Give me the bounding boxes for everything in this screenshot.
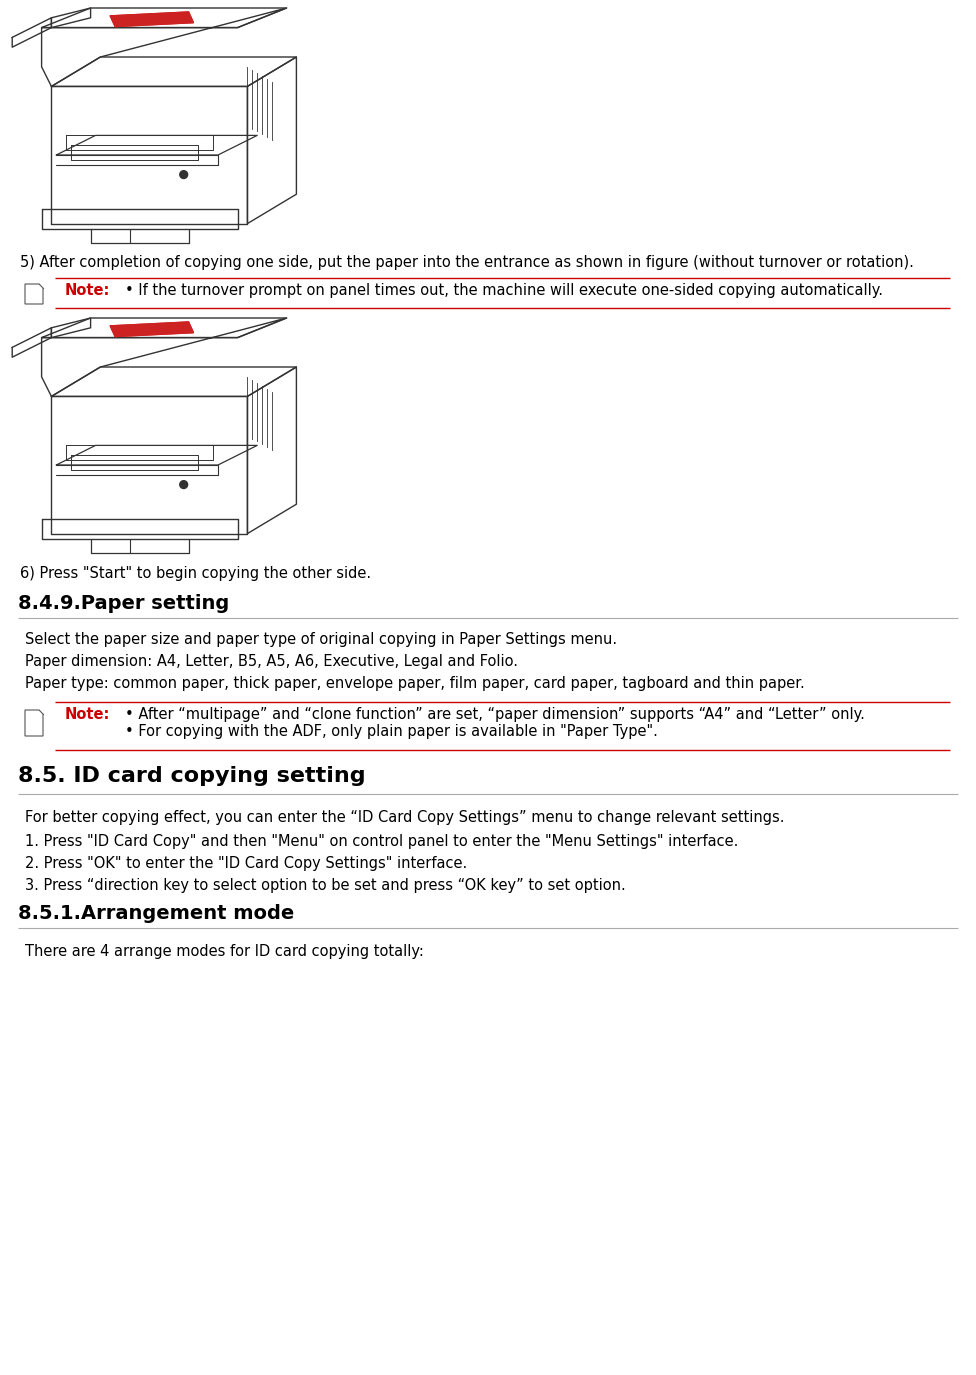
Circle shape — [180, 481, 187, 488]
Text: 8.5.1.Arrangement mode: 8.5.1.Arrangement mode — [18, 903, 294, 923]
Text: • If the turnover prompt on panel times out, the machine will execute one-sided : • If the turnover prompt on panel times … — [125, 283, 883, 298]
Text: Select the paper size and paper type of original copying in Paper Settings menu.: Select the paper size and paper type of … — [25, 632, 617, 648]
Text: There are 4 arrange modes for ID card copying totally:: There are 4 arrange modes for ID card co… — [25, 945, 424, 958]
Text: 5) After completion of copying one side, put the paper into the entrance as show: 5) After completion of copying one side,… — [20, 254, 914, 270]
Text: Paper type: common paper, thick paper, envelope paper, film paper, card paper, t: Paper type: common paper, thick paper, e… — [25, 676, 805, 692]
Text: 8.5. ID card copying setting: 8.5. ID card copying setting — [18, 766, 366, 786]
Polygon shape — [110, 12, 193, 26]
Text: Paper dimension: A4, Letter, B5, A5, A6, Executive, Legal and Folio.: Paper dimension: A4, Letter, B5, A5, A6,… — [25, 654, 518, 670]
Text: 3. Press “direction key to select option to be set and press “OK key” to set opt: 3. Press “direction key to select option… — [25, 879, 626, 892]
Polygon shape — [25, 285, 43, 304]
Text: • For copying with the ADF, only plain paper is available in "Paper Type".: • For copying with the ADF, only plain p… — [125, 725, 658, 738]
Text: 6) Press "Start" to begin copying the other side.: 6) Press "Start" to begin copying the ot… — [20, 566, 371, 582]
Text: 8.4.9.Paper setting: 8.4.9.Paper setting — [18, 594, 229, 613]
Text: Note:: Note: — [65, 707, 110, 722]
Polygon shape — [25, 710, 43, 736]
Text: • After “multipage” and “clone function” are set, “paper dimension” supports “A4: • After “multipage” and “clone function”… — [125, 707, 865, 722]
Text: 2. Press "OK" to enter the "ID Card Copy Settings" interface.: 2. Press "OK" to enter the "ID Card Copy… — [25, 857, 468, 870]
Circle shape — [180, 170, 187, 179]
Text: For better copying effect, you can enter the “ID Card Copy Settings” menu to cha: For better copying effect, you can enter… — [25, 810, 785, 825]
Text: 1. Press "ID Card Copy" and then "Menu" on control panel to enter the "Menu Sett: 1. Press "ID Card Copy" and then "Menu" … — [25, 835, 739, 848]
Text: Note:: Note: — [65, 283, 110, 298]
Polygon shape — [110, 322, 193, 337]
